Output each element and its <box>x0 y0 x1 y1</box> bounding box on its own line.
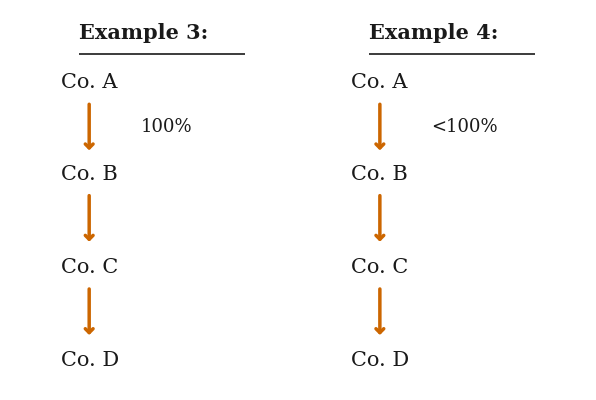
Text: Co. B: Co. B <box>61 165 117 184</box>
Text: Co. C: Co. C <box>352 258 409 277</box>
Text: <100%: <100% <box>432 118 498 136</box>
Text: Example 4:: Example 4: <box>369 23 499 43</box>
Text: 100%: 100% <box>141 118 193 136</box>
Text: Co. B: Co. B <box>352 165 408 184</box>
Text: Example 3:: Example 3: <box>79 23 208 43</box>
Text: Co. D: Co. D <box>61 351 119 370</box>
Text: Co. D: Co. D <box>352 351 409 370</box>
Text: Co. C: Co. C <box>61 258 118 277</box>
Text: Co. A: Co. A <box>352 73 408 92</box>
Text: Co. A: Co. A <box>61 73 117 92</box>
